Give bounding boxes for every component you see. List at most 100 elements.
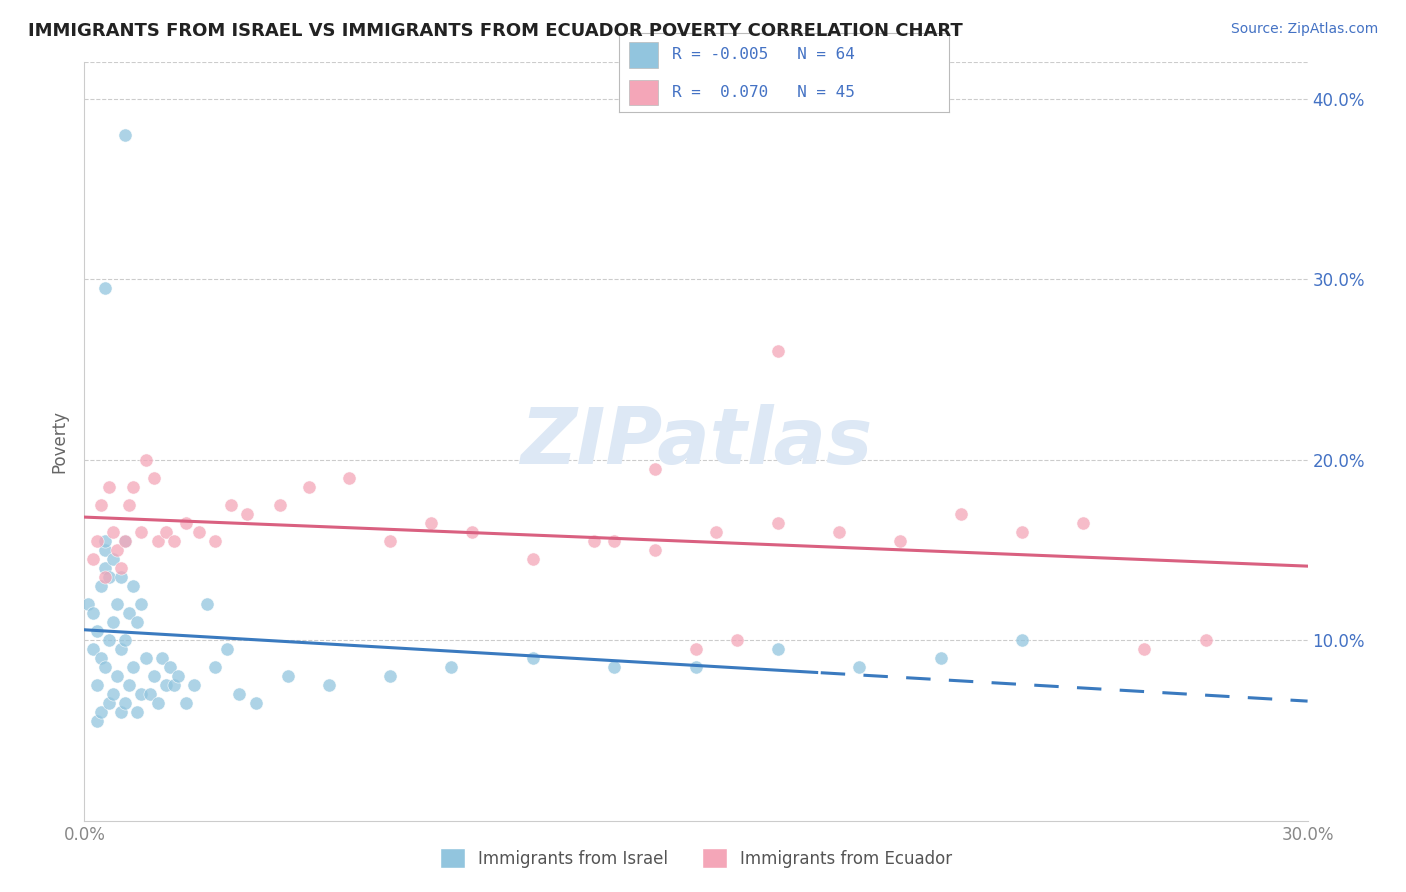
Point: [114, 633, 136, 648]
Point: [114, 533, 136, 548]
Point: [522, 552, 544, 566]
Point: [380, 533, 402, 548]
Text: R = -0.005   N = 64: R = -0.005 N = 64: [672, 47, 855, 62]
Point: [93, 281, 115, 295]
Legend: Immigrants from Israel, Immigrants from Ecuador: Immigrants from Israel, Immigrants from …: [432, 839, 960, 877]
Point: [217, 642, 239, 657]
Point: [163, 678, 186, 692]
Point: [101, 615, 124, 629]
Point: [828, 524, 851, 539]
Point: [1073, 516, 1095, 530]
Point: [277, 669, 299, 683]
Point: [82, 552, 104, 566]
Point: [118, 498, 141, 512]
Point: [122, 660, 145, 674]
Point: [187, 524, 209, 539]
Point: [1133, 642, 1156, 657]
Point: [461, 524, 484, 539]
Point: [135, 452, 157, 467]
Point: [142, 470, 165, 484]
Point: [97, 480, 120, 494]
Point: [131, 687, 153, 701]
Point: [204, 660, 226, 674]
Point: [1011, 524, 1033, 539]
Point: [195, 597, 218, 611]
Text: R =  0.070   N = 45: R = 0.070 N = 45: [672, 85, 855, 100]
Point: [522, 651, 544, 665]
Point: [889, 533, 911, 548]
Point: [101, 552, 124, 566]
Point: [245, 696, 267, 710]
Point: [228, 687, 250, 701]
Point: [86, 533, 108, 548]
Point: [138, 687, 160, 701]
Point: [118, 678, 141, 692]
Point: [86, 678, 108, 692]
Point: [766, 344, 789, 359]
Point: [269, 498, 291, 512]
Point: [766, 642, 789, 657]
Point: [127, 615, 149, 629]
Text: Source: ZipAtlas.com: Source: ZipAtlas.com: [1230, 22, 1378, 37]
Bar: [628, 43, 658, 68]
Point: [97, 570, 120, 584]
Point: [110, 706, 132, 720]
Point: [86, 624, 108, 639]
Point: [159, 660, 181, 674]
Point: [174, 696, 197, 710]
Point: [93, 660, 115, 674]
Point: [122, 480, 145, 494]
Point: [90, 498, 112, 512]
Point: [97, 633, 120, 648]
Y-axis label: Poverty: Poverty: [51, 410, 69, 473]
Point: [114, 128, 136, 142]
Point: [848, 660, 870, 674]
Point: [131, 524, 153, 539]
Point: [380, 669, 402, 683]
Point: [114, 696, 136, 710]
Point: [420, 516, 443, 530]
Point: [101, 687, 124, 701]
Point: [142, 669, 165, 683]
Point: [82, 606, 104, 620]
Point: [114, 533, 136, 548]
Point: [766, 516, 789, 530]
Point: [127, 706, 149, 720]
Point: [110, 561, 132, 575]
Point: [440, 660, 463, 674]
Point: [685, 642, 707, 657]
Point: [86, 714, 108, 729]
Bar: [628, 80, 658, 105]
Point: [950, 507, 973, 521]
Point: [93, 533, 115, 548]
Point: [219, 498, 242, 512]
Point: [122, 579, 145, 593]
Point: [339, 470, 361, 484]
Point: [101, 524, 124, 539]
Point: [90, 706, 112, 720]
Point: [93, 542, 115, 557]
Point: [706, 524, 728, 539]
Point: [155, 524, 177, 539]
Point: [1011, 633, 1033, 648]
Point: [1195, 633, 1218, 648]
Point: [183, 678, 205, 692]
Point: [105, 542, 128, 557]
Point: [97, 696, 120, 710]
Point: [77, 597, 100, 611]
Point: [105, 597, 128, 611]
Point: [603, 533, 626, 548]
Point: [90, 651, 112, 665]
Text: IMMIGRANTS FROM ISRAEL VS IMMIGRANTS FROM ECUADOR POVERTY CORRELATION CHART: IMMIGRANTS FROM ISRAEL VS IMMIGRANTS FRO…: [28, 22, 963, 40]
Point: [644, 542, 666, 557]
Point: [236, 507, 259, 521]
Point: [163, 533, 186, 548]
Point: [146, 696, 169, 710]
Point: [603, 660, 626, 674]
Point: [644, 461, 666, 475]
Point: [146, 533, 169, 548]
Point: [155, 678, 177, 692]
Point: [131, 597, 153, 611]
Point: [90, 579, 112, 593]
Point: [929, 651, 952, 665]
